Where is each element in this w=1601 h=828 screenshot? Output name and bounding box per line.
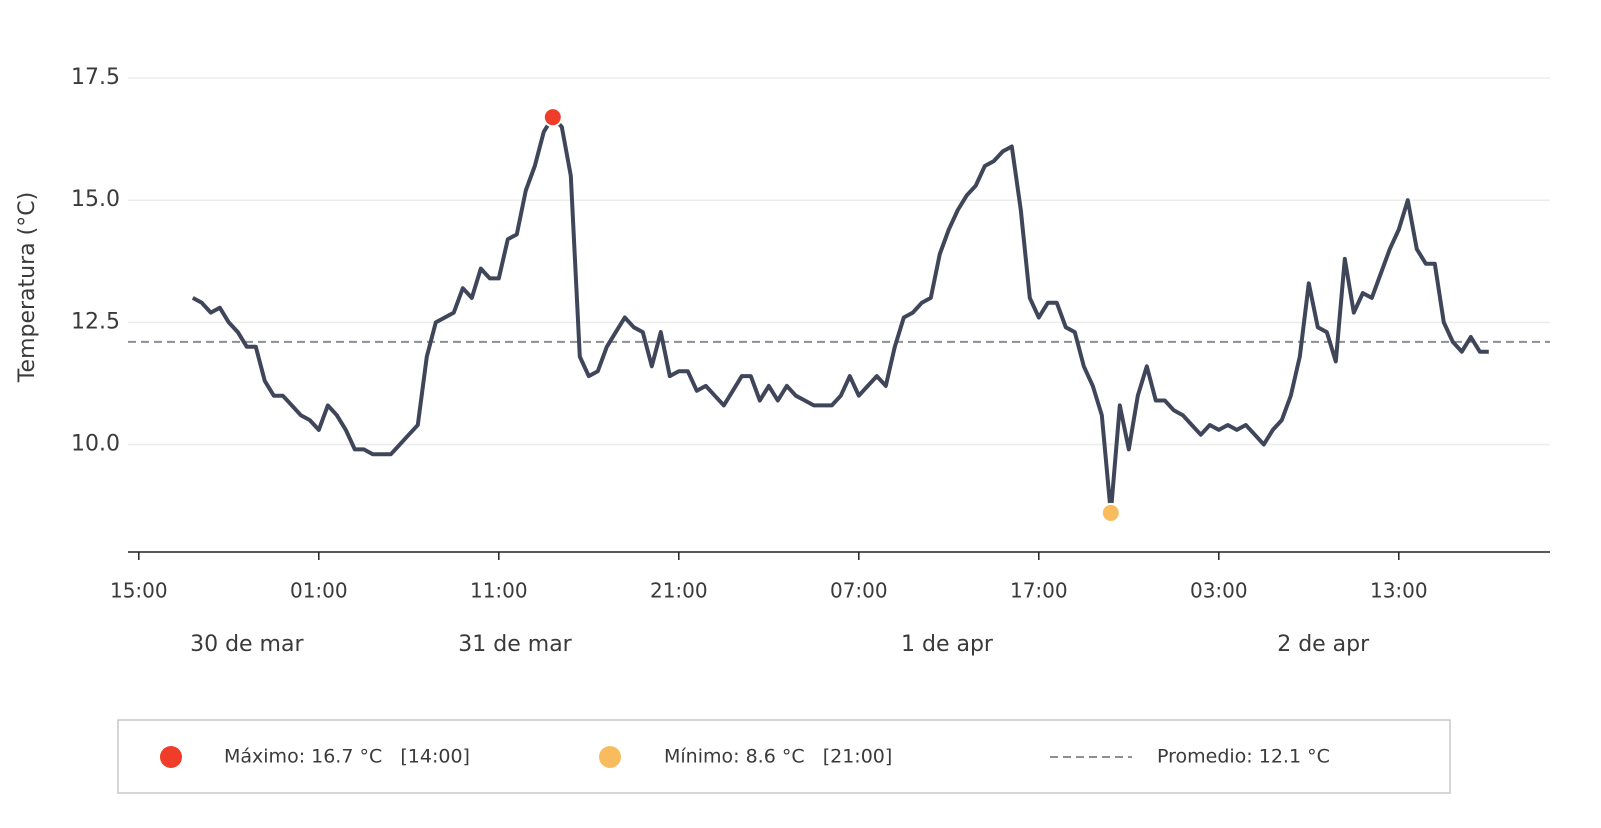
y-tick-label: 17.5 xyxy=(71,65,120,90)
y-axis-label: Temperatura (°C) xyxy=(15,192,40,383)
x-tick-label: 15:00 xyxy=(110,579,168,603)
date-label: 1 de apr xyxy=(901,632,994,657)
x-tick-label: 11:00 xyxy=(470,579,528,603)
y-tick-label: 12.5 xyxy=(71,309,120,334)
legend-box xyxy=(117,719,1451,794)
legend-label: Promedio: 12.1 °C xyxy=(1157,746,1330,768)
date-label: 2 de apr xyxy=(1277,632,1370,657)
max-marker xyxy=(542,107,563,128)
y-tick-label: 10.0 xyxy=(71,432,120,457)
min-marker xyxy=(1100,502,1121,523)
x-tick-label: 01:00 xyxy=(290,579,348,603)
legend-marker xyxy=(599,746,621,768)
x-tick-label: 03:00 xyxy=(1190,579,1248,603)
x-tick-label: 07:00 xyxy=(830,579,888,603)
y-tick-label: 15.0 xyxy=(71,187,120,212)
date-label: 31 de mar xyxy=(458,632,572,657)
x-tick-label: 17:00 xyxy=(1010,579,1068,603)
date-label: 30 de mar xyxy=(190,632,304,657)
temperature-line xyxy=(191,115,1489,515)
legend-marker xyxy=(160,746,182,768)
x-tick-label: 13:00 xyxy=(1370,579,1428,603)
x-tick-label: 21:00 xyxy=(650,579,708,603)
legend-label: Mínimo: 8.6 °C [21:00] xyxy=(664,746,892,768)
legend-label: Máximo: 16.7 °C [14:00] xyxy=(224,746,470,768)
